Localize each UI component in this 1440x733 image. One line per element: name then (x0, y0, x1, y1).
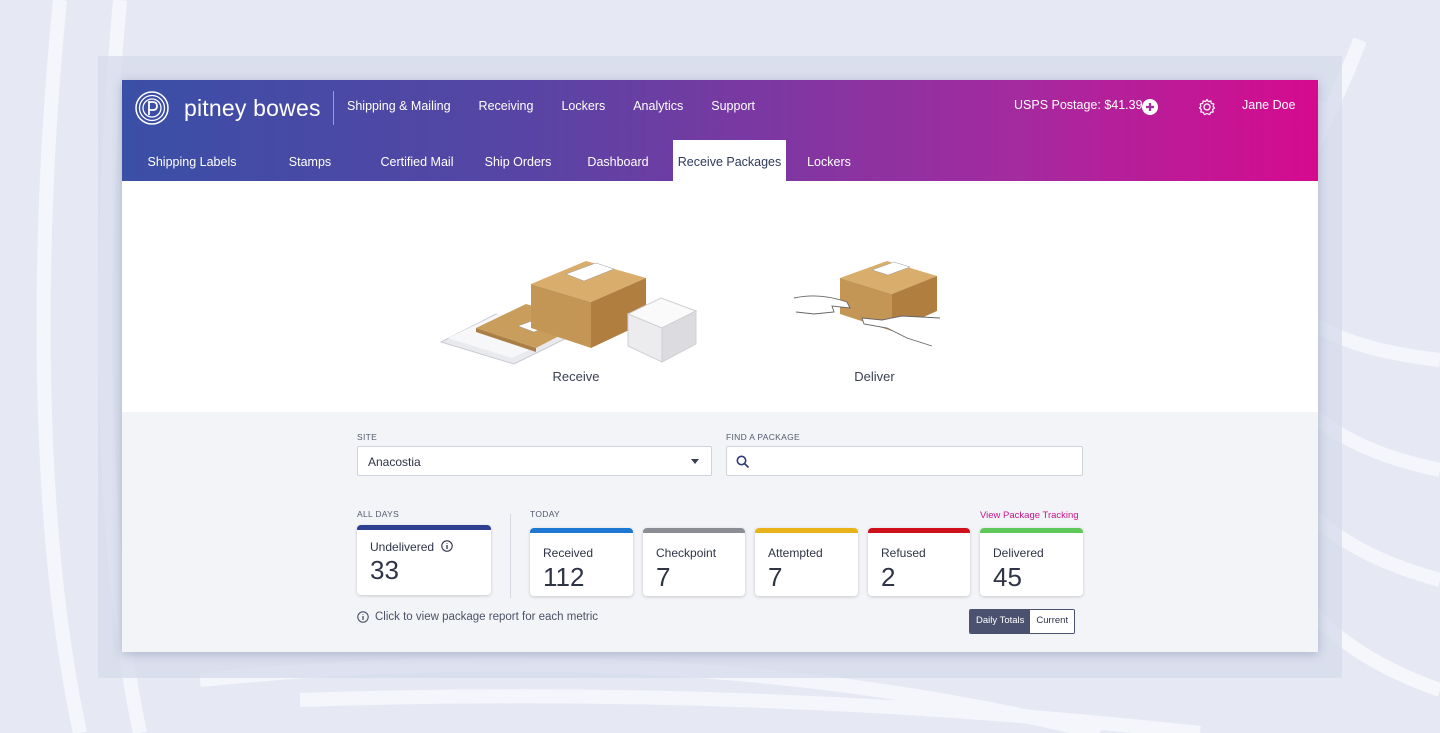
metric-hint-text: Click to view package report for each me… (375, 611, 599, 623)
daily-totals-button[interactable]: Daily Totals (970, 610, 1031, 633)
tab-ship-orders[interactable]: Ship Orders (484, 155, 552, 169)
metric-label: Received (543, 546, 594, 560)
tab-dashboard[interactable]: Dashboard (587, 155, 649, 169)
metric-value: 33 (370, 555, 399, 585)
metric-color-bar (980, 528, 1083, 533)
info-icon (357, 611, 369, 623)
top-nav-lockers[interactable]: Lockers (561, 99, 606, 113)
metric-checkpoint[interactable]: Checkpoint 7 (643, 528, 745, 596)
top-nav-support[interactable]: Support (711, 99, 756, 113)
all-days-label: ALL DAYS (357, 509, 400, 519)
top-nav-analytics[interactable]: Analytics (633, 99, 684, 113)
totals-toggle: Daily Totals Current (969, 609, 1076, 634)
metric-value: 7 (768, 562, 783, 592)
metric-delivered[interactable]: Delivered 45 (980, 528, 1083, 596)
metric-color-bar (357, 525, 491, 530)
metric-label: Delivered (993, 546, 1044, 560)
search-icon (736, 455, 749, 468)
deliver-label: Deliver (854, 369, 895, 384)
metric-color-bar (868, 528, 970, 533)
plus-circle-icon[interactable] (1142, 99, 1158, 115)
find-package-field (726, 446, 1083, 476)
metric-received[interactable]: Received 112 (530, 528, 633, 596)
metric-label: Attempted (768, 546, 823, 560)
metric-refused[interactable]: Refused 2 (868, 528, 970, 596)
chevron-down-icon (691, 459, 699, 464)
receive-action[interactable]: Receive (436, 256, 716, 386)
tab-stamps[interactable]: Stamps (288, 155, 332, 169)
top-nav: Shipping & Mailing Receiving Lockers Ana… (347, 99, 783, 113)
deliver-action[interactable]: Deliver (787, 256, 962, 386)
user-menu[interactable]: Jane Doe (1242, 98, 1296, 112)
brand-logo[interactable]: pitney bowes (135, 90, 321, 126)
top-nav-receiving[interactable]: Receiving (478, 99, 534, 113)
metric-value: 45 (993, 562, 1022, 592)
site-label: SITE (357, 432, 378, 442)
tab-certified-mail[interactable]: Certified Mail (380, 155, 454, 169)
metric-color-bar (530, 528, 633, 533)
header: pitney bowes Shipping & Mailing Receivin… (122, 80, 1318, 181)
postage-balance: USPS Postage: $41.39 (1014, 98, 1143, 112)
metrics-divider (510, 514, 511, 598)
today-label: TODAY (530, 509, 560, 519)
metric-value: 112 (543, 562, 585, 592)
metric-label: Refused (881, 546, 926, 560)
app-window: pitney bowes Shipping & Mailing Receivin… (122, 80, 1318, 652)
metric-attempted[interactable]: Attempted 7 (755, 528, 858, 596)
metric-hint: Click to view package report for each me… (357, 611, 598, 623)
current-button[interactable]: Current (1030, 610, 1075, 633)
find-package-label: FIND A PACKAGE (726, 432, 800, 442)
site-value: Anacostia (368, 455, 421, 469)
logo-divider (333, 91, 334, 125)
metric-color-bar (755, 528, 858, 533)
metric-undelivered[interactable]: Undelivered 33 (357, 525, 491, 595)
tab-lockers[interactable]: Lockers (807, 155, 851, 169)
view-package-tracking-link[interactable]: View Package Tracking (980, 510, 1079, 521)
find-package-input[interactable] (755, 451, 1079, 473)
pitney-bowes-logo-icon (135, 91, 169, 125)
site-select[interactable]: Anacostia (357, 446, 712, 476)
sub-nav: Shipping Labels Stamps Certified Mail Sh… (122, 140, 1318, 181)
info-icon[interactable] (441, 540, 454, 552)
brand-name: pitney bowes (184, 94, 321, 121)
metric-label: Checkpoint (656, 546, 717, 560)
receive-label: Receive (552, 369, 600, 384)
metric-label: Undelivered (370, 540, 454, 554)
tab-receive-packages[interactable]: Receive Packages (673, 140, 786, 181)
hand-off-illustration (793, 261, 941, 347)
gear-icon[interactable] (1198, 98, 1216, 116)
metric-value: 2 (881, 562, 896, 592)
package-stack-illustration (439, 261, 698, 365)
actions-panel: Receive Deliver (122, 181, 1318, 412)
metric-value: 7 (656, 562, 671, 592)
top-nav-shipping-mailing[interactable]: Shipping & Mailing (347, 99, 451, 113)
metric-color-bar (643, 528, 745, 533)
tab-shipping-labels[interactable]: Shipping Labels (147, 155, 237, 169)
